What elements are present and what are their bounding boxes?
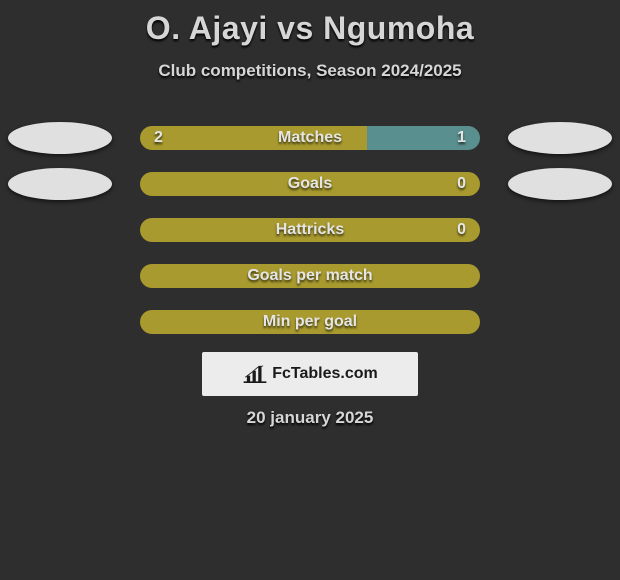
- stat-bar-left: [140, 172, 480, 196]
- stat-row: Goals per match: [0, 264, 620, 288]
- player-right-avatar: [508, 122, 612, 154]
- stat-value-left: 2: [154, 126, 163, 150]
- stat-bar-track: [140, 264, 480, 288]
- stat-bar-track: [140, 218, 480, 242]
- player-left-avatar: [8, 168, 112, 200]
- stat-row: Min per goal: [0, 310, 620, 334]
- stat-bar-left: [140, 264, 480, 288]
- stat-row: Goals0: [0, 172, 620, 196]
- page-subtitle: Club competitions, Season 2024/2025: [0, 61, 620, 81]
- logo-box: FcTables.com: [202, 352, 418, 396]
- stat-row: Hattricks0: [0, 218, 620, 242]
- logo-text: FcTables.com: [272, 365, 378, 383]
- stat-row: Matches21: [0, 126, 620, 150]
- stat-value-right: 1: [457, 126, 466, 150]
- stat-bar-left: [140, 126, 367, 150]
- stat-value-right: 0: [457, 172, 466, 196]
- stat-bar-track: [140, 126, 480, 150]
- player-left-avatar: [8, 122, 112, 154]
- stat-bar-left: [140, 310, 480, 334]
- bar-chart-icon: [242, 363, 268, 385]
- stat-bar-track: [140, 310, 480, 334]
- stat-bar-left: [140, 218, 480, 242]
- stat-rows-container: Matches21Goals0Hattricks0Goals per match…: [0, 126, 620, 356]
- page-title: O. Ajayi vs Ngumoha: [0, 0, 620, 47]
- stat-bar-track: [140, 172, 480, 196]
- stat-value-right: 0: [457, 218, 466, 242]
- date-label: 20 january 2025: [0, 408, 620, 428]
- player-right-avatar: [508, 168, 612, 200]
